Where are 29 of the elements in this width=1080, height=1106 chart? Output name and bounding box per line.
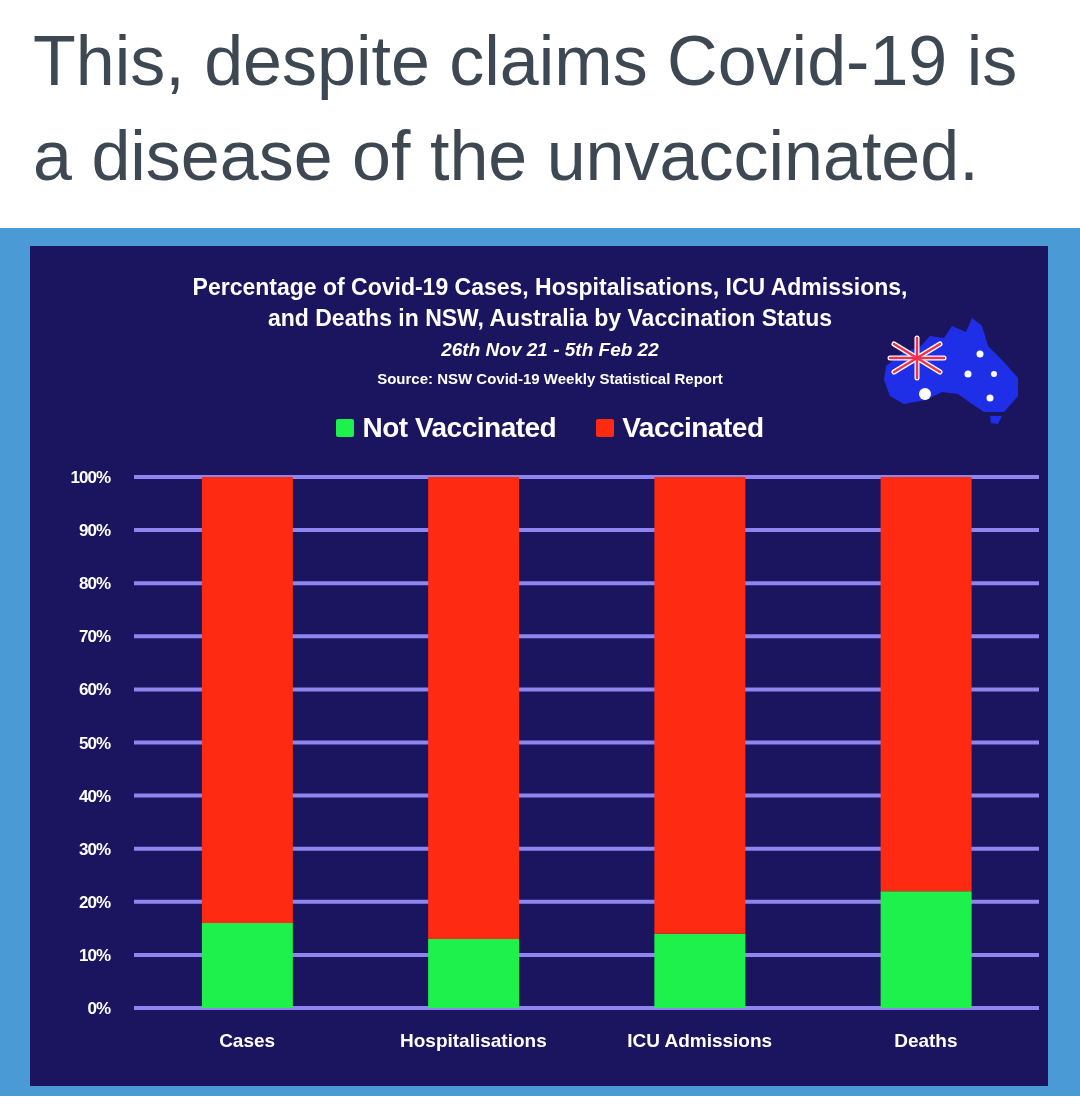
x-tick-label: Hospitalisations (400, 1030, 547, 1052)
y-tick-label: 100% (70, 468, 111, 488)
y-tick-label: 10% (78, 945, 111, 965)
bar (201, 923, 293, 1008)
y-tick-label: 70% (78, 627, 111, 647)
y-tick-label: 90% (78, 521, 111, 541)
y-tick-label: 60% (78, 680, 111, 700)
y-tick-label: 0% (87, 999, 111, 1019)
y-tick-label: 50% (78, 733, 111, 753)
bar (428, 938, 520, 1008)
y-tick-label: 80% (78, 574, 111, 594)
legend-label: Vaccinated (622, 412, 764, 444)
text: 26th Nov 21 - 5th Feb 22 (440, 338, 660, 362)
bar (428, 477, 520, 939)
chart-title: This, despite claims Covid-19 is a disease of the unvaccinated. (33, 21, 1019, 197)
x-tick-label: Cases (219, 1030, 276, 1052)
bar (880, 891, 972, 1008)
legend-label: Not Vaccinated (362, 412, 557, 444)
x-tick-label: Deaths (894, 1030, 958, 1052)
source-note: Source: NSW Covid-19 Weekly Statistical Report (376, 369, 724, 389)
bar (880, 477, 972, 892)
x-tick-label: ICU Admissions (627, 1030, 773, 1052)
y-tick-label: 30% (78, 839, 111, 859)
y-tick-label: 40% (78, 786, 111, 806)
bar (654, 477, 746, 934)
y-tick-label: 20% (78, 892, 111, 912)
bar (654, 933, 746, 1008)
chart-subtitle: Percentage of Covid-19 Cases, Hospitalisations, ICU Admissions, and Deaths in NSW, Australia by Vaccination Status (191, 273, 909, 333)
bar (201, 477, 293, 924)
